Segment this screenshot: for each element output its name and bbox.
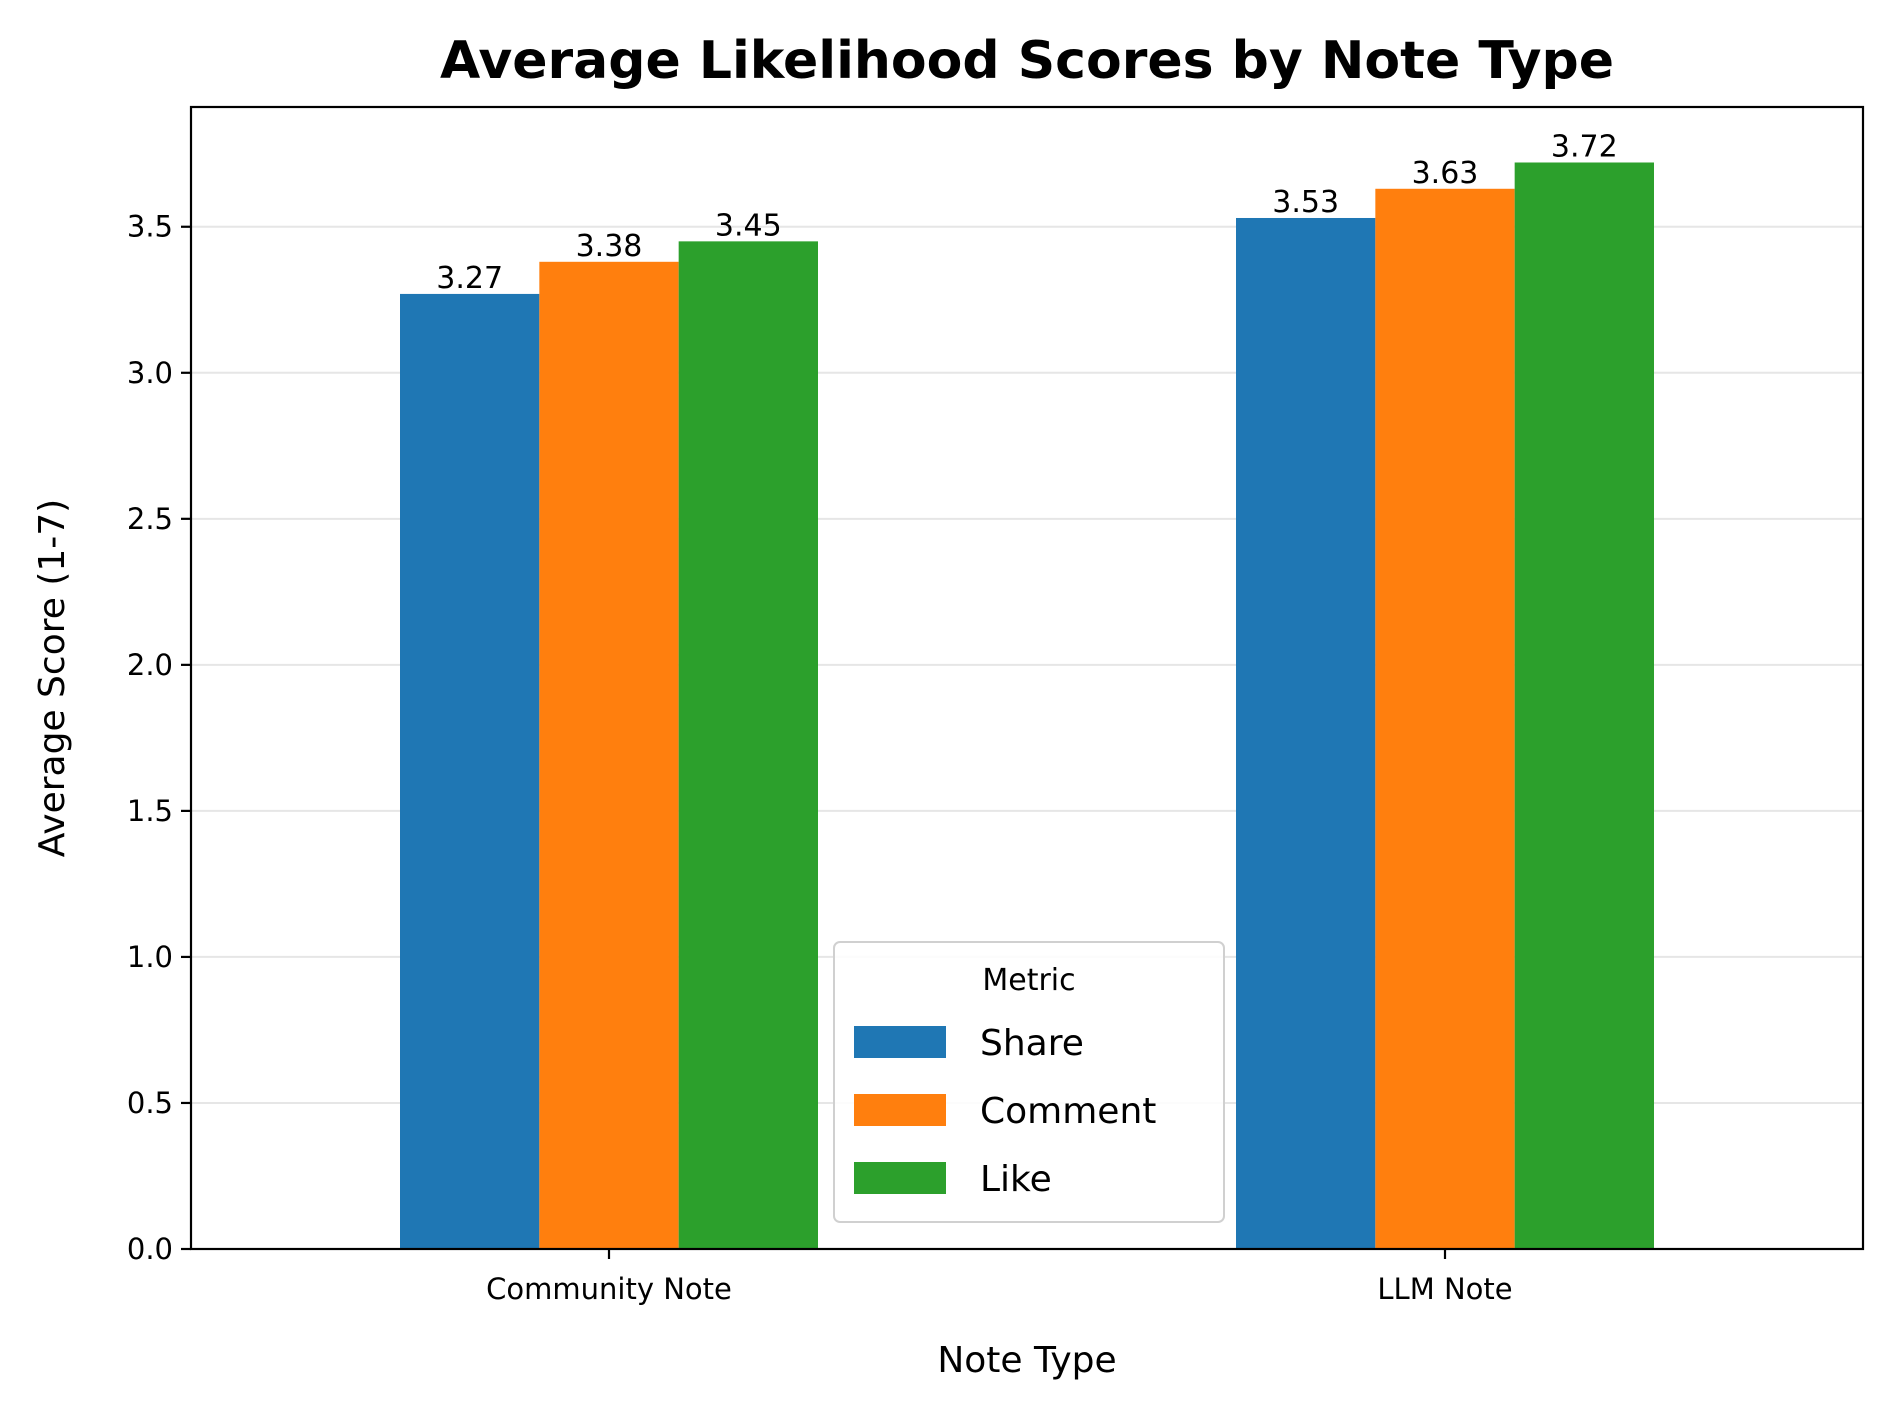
data-label: 3.38	[576, 229, 643, 264]
data-label: 3.45	[715, 208, 782, 243]
y-tick-label: 2.5	[127, 502, 173, 536]
legend: Metric Share Comment Like	[833, 941, 1225, 1223]
y-tick-label: 0.5	[127, 1086, 173, 1120]
plot-frame	[189, 105, 1865, 1251]
y-tick-label: 2.0	[127, 648, 173, 682]
bars	[400, 162, 1654, 1250]
bar-share-0	[400, 293, 540, 1249]
y-tick-label: 1.5	[127, 794, 173, 828]
data-label: 3.27	[436, 261, 503, 296]
bar-like-0	[678, 241, 818, 1250]
bar-like-1	[1514, 162, 1654, 1249]
x-axis: Community Note LLM Note	[486, 1249, 1513, 1306]
x-tick-label: Community Note	[486, 1272, 732, 1306]
bar-comment-1	[1375, 188, 1515, 1250]
data-label: 3.72	[1551, 129, 1618, 164]
y-tick-label: 3.0	[127, 356, 173, 390]
y-axis: 0.0 0.5 1.0 1.5 2.0 2.5 3.0 3.5	[127, 210, 191, 1266]
bar-share-1	[1236, 217, 1376, 1250]
y-tick-label: 3.5	[127, 210, 173, 244]
legend-title: Metric	[982, 963, 1075, 998]
chart-title: Average Likelihood Scores by Note Type	[440, 31, 1614, 91]
bar-comment-0	[539, 261, 679, 1249]
legend-label-like: Like	[980, 1159, 1052, 1200]
legend-label-share: Share	[980, 1023, 1084, 1064]
legend-swatch-comment	[854, 1094, 946, 1126]
legend-swatch-share	[854, 1026, 946, 1058]
y-tick-label: 0.0	[127, 1232, 173, 1266]
legend-box	[833, 941, 1225, 1223]
y-axis-label: Average Score (1-7)	[32, 499, 73, 857]
data-label: 3.63	[1412, 156, 1479, 191]
data-label: 3.53	[1272, 185, 1339, 220]
x-tick-label: LLM Note	[1377, 1272, 1512, 1306]
x-axis-label: Note Type	[937, 1340, 1116, 1381]
y-tick-label: 1.0	[127, 940, 173, 974]
legend-label-comment: Comment	[980, 1091, 1156, 1132]
data-labels: 3.27 3.53 3.38 3.63 3.45 3.72	[436, 129, 1617, 295]
legend-swatch-like	[854, 1162, 946, 1194]
